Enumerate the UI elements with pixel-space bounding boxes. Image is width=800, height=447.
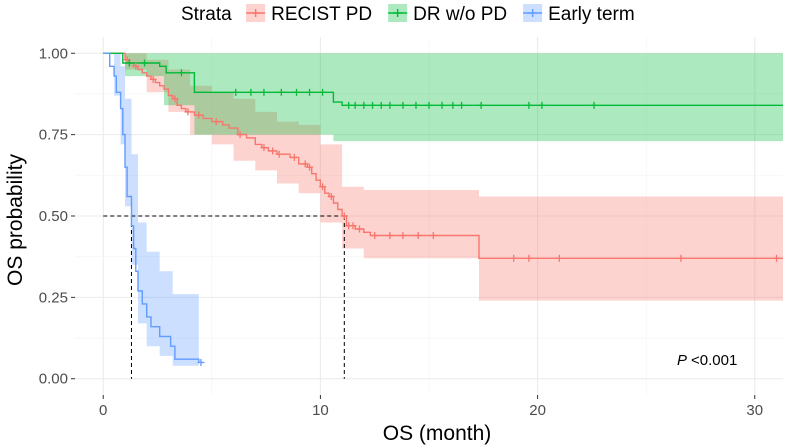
censor-mark [212, 118, 220, 126]
censor-mark [377, 101, 385, 109]
censor-mark [399, 232, 407, 240]
censor-mark [510, 254, 518, 262]
censor-mark [177, 69, 185, 77]
censor-mark [290, 153, 298, 161]
median-lines [103, 215, 345, 379]
censor-mark [269, 147, 277, 155]
y-tick-label: 0.75 [39, 127, 68, 144]
censor-mark [293, 88, 301, 96]
p-value-annotation: P <0.001 [677, 352, 737, 369]
censor-mark [477, 101, 485, 109]
y-tick-label: 0.25 [39, 289, 68, 306]
censor-mark [319, 183, 327, 191]
censor-mark [525, 254, 533, 262]
censor-mark [555, 254, 563, 262]
censor-mark [399, 101, 407, 109]
y-axis-ticks: 0.00 0.25 0.50 0.75 1.00 [39, 45, 75, 388]
y-tick-label: 0.50 [39, 208, 68, 225]
y-tick-label: 1.00 [39, 45, 68, 62]
p-value-text: <0.001 [691, 352, 737, 369]
ci-band-recist-pd [103, 53, 783, 301]
censor-mark [140, 59, 148, 67]
survival-curve-dr-w-o-pd [103, 52, 783, 106]
legend: Strata RECIST PD DR w/o PD Early term [181, 4, 635, 25]
y-axis-title: OS probability [4, 154, 27, 286]
survival-curve-early-term [103, 52, 200, 363]
x-axis-ticks: 0 10 20 30 [99, 395, 763, 419]
censor-mark [525, 101, 533, 109]
legend-title: Strata [181, 4, 232, 25]
censor-mark [386, 232, 394, 240]
censor-mark [306, 88, 314, 96]
censor-mark [149, 75, 157, 83]
censor-mark [429, 232, 437, 240]
censor-mark [590, 101, 598, 109]
censor-marks [123, 56, 780, 366]
censor-mark [414, 232, 422, 240]
censor-mark [260, 144, 268, 152]
legend-label-dr-w-o-pd: DR w/o PD [413, 4, 507, 25]
censor-mark [340, 212, 348, 220]
censor-mark [327, 192, 335, 200]
censor-mark [369, 101, 377, 109]
censor-mark [677, 254, 685, 262]
censor-mark [412, 101, 420, 109]
censor-mark [386, 101, 394, 109]
censor-mark [772, 254, 780, 262]
y-tick-label: 0.00 [39, 371, 68, 388]
censor-mark [425, 101, 433, 109]
ci-band-early-term [103, 53, 199, 373]
censor-mark [275, 150, 283, 158]
legend-item-dr-w-o-pd: DR w/o PD [388, 4, 507, 25]
p-value-symbol: P [677, 352, 687, 369]
legend-item-early-term: Early term [523, 4, 635, 25]
ci-band-dr-w-o-pd [103, 53, 783, 142]
x-tick-label: 30 [746, 402, 763, 419]
censor-mark [349, 222, 357, 230]
censor-mark [260, 88, 268, 96]
censor-mark [236, 131, 244, 139]
censor-mark [301, 160, 309, 168]
censor-mark [132, 62, 140, 70]
censor-mark [197, 358, 205, 366]
censor-mark [538, 101, 546, 109]
censor-mark [345, 101, 353, 109]
censor-mark [184, 108, 192, 116]
confidence-bands [103, 53, 783, 373]
censor-mark [277, 88, 285, 96]
censor-mark [458, 101, 466, 109]
legend-label-recist-pd: RECIST PD [271, 4, 372, 25]
censor-mark [449, 101, 457, 109]
censor-mark [351, 101, 359, 109]
censor-mark [371, 232, 379, 240]
censor-mark [125, 59, 133, 67]
legend-label-early-term: Early term [548, 4, 635, 25]
x-tick-label: 20 [529, 402, 546, 419]
x-tick-label: 10 [312, 402, 329, 419]
censor-mark [306, 163, 314, 171]
censor-mark [232, 88, 240, 96]
censor-mark [360, 101, 368, 109]
censor-mark [319, 88, 327, 96]
x-axis-title: OS (month) [383, 422, 492, 445]
censor-mark [247, 88, 255, 96]
censor-mark [195, 111, 203, 119]
censor-mark [356, 225, 364, 233]
legend-item-recist-pd: RECIST PD [246, 4, 372, 25]
censor-mark [438, 101, 446, 109]
censor-mark [171, 95, 179, 103]
x-tick-label: 0 [99, 402, 107, 419]
